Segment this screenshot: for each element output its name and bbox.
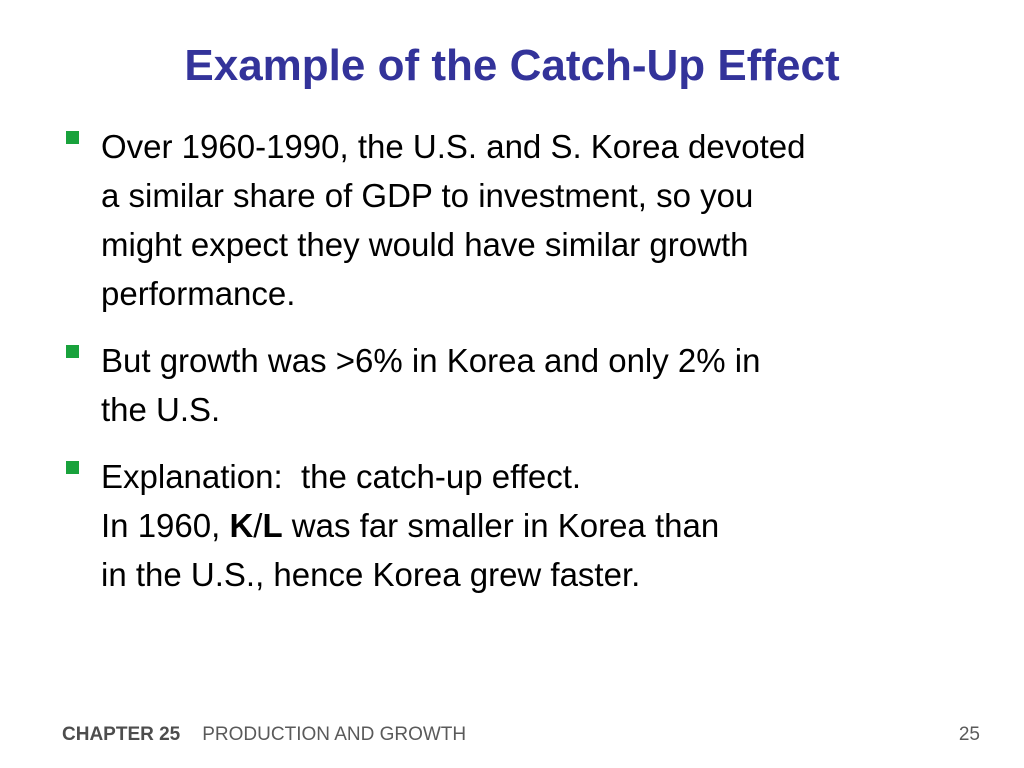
bullet-line: But growth was >6% in Korea and only 2% … xyxy=(101,342,761,379)
square-bullet-icon xyxy=(66,345,79,358)
labor-l: L xyxy=(262,507,283,544)
bullet-list: Over 1960-1990, the U.S. and S. Korea de… xyxy=(64,122,964,617)
square-bullet-icon xyxy=(66,461,79,474)
bullet-line: in the U.S., hence Korea grew faster. xyxy=(101,556,641,593)
kl-suffix: was far smaller in Korea than xyxy=(282,507,720,544)
capital-k: K xyxy=(229,507,254,544)
bullet-item-explanation: Explanation: the catch-up effect. In 196… xyxy=(64,452,964,599)
bullet-line: Over 1960-1990, the U.S. and S. Korea de… xyxy=(101,128,806,165)
bullet-item-growth-rates: But growth was >6% in Korea and only 2% … xyxy=(64,336,964,434)
footer-topic: PRODUCTION AND GROWTH xyxy=(202,724,467,745)
bullet-text: Over 1960-1990, the U.S. and S. Korea de… xyxy=(101,122,964,318)
kl-prefix: In 1960, xyxy=(101,507,230,544)
slide-title: Example of the Catch-Up Effect xyxy=(184,41,840,90)
page-number: 25 xyxy=(958,724,980,745)
bullet-line: performance. xyxy=(101,275,296,312)
square-bullet-icon xyxy=(66,131,79,144)
footer: CHAPTER 25 PRODUCTION AND GROWTH xyxy=(62,722,466,748)
kl-slash: / xyxy=(253,507,263,544)
bullet-line-kl: In 1960, K/L was far smaller in Korea th… xyxy=(101,501,964,550)
bullet-line: might expect they would have similar gro… xyxy=(101,226,749,263)
bullet-line: Explanation: the catch-up effect. xyxy=(101,458,582,495)
bullet-line: a similar share of GDP to investment, so… xyxy=(101,177,754,214)
bullet-text: Explanation: the catch-up effect. In 196… xyxy=(101,452,964,599)
footer-chapter: CHAPTER 25 xyxy=(62,724,181,745)
bullet-line: the U.S. xyxy=(101,391,221,428)
bullet-item-investment-share: Over 1960-1990, the U.S. and S. Korea de… xyxy=(64,122,964,318)
bullet-text: But growth was >6% in Korea and only 2% … xyxy=(101,336,964,434)
